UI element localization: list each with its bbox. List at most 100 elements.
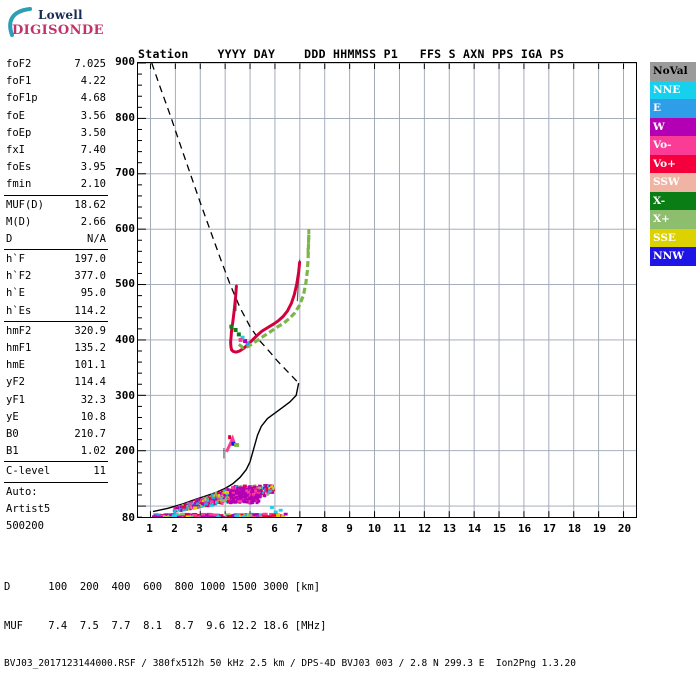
param-row-fxi: fxI 7.40	[4, 142, 108, 159]
ionospheric-parameters-panel: foF2 7.025 foF1 4.22 foF1p 4.68 foE 3.56 foEp 3.5…	[4, 56, 108, 535]
auto-name: Artist5	[6, 502, 51, 515]
param-key: foF1	[6, 75, 32, 88]
footer-muf-row: MUF 7.4 7.5 7.7 8.1 8.7 9.6 12.2 18.6 [M…	[4, 619, 327, 632]
x-tick-4: 4	[221, 522, 228, 535]
param-row-fof1: foF1 4.22	[4, 73, 108, 90]
param-row-b1: B1 1.02	[4, 443, 108, 460]
legend-item-x[interactable]: X+	[650, 210, 696, 229]
legend-item-x[interactable]: X-	[650, 191, 696, 210]
x-tick-3: 3	[196, 522, 203, 535]
param-value: 114.4	[74, 376, 106, 389]
param-row-hmf1: hmF1 135.2	[4, 340, 108, 357]
param-divider	[4, 481, 108, 483]
param-key: foEs	[6, 161, 32, 174]
y-tick-700: 700	[115, 166, 135, 180]
y-tick-800: 800	[115, 110, 135, 124]
x-tick-6: 6	[271, 522, 278, 535]
param-key: hmF2	[6, 324, 32, 337]
logo-arc-icon	[8, 7, 32, 37]
x-tick-10: 10	[367, 522, 382, 535]
param-value: 197.0	[74, 253, 106, 266]
param-row-yf2: yF2 114.4	[4, 374, 108, 391]
param-key: MUF(D)	[6, 198, 44, 211]
x-tick-17: 17	[542, 522, 557, 535]
param-value: 114.2	[74, 304, 106, 317]
y-tick-80: 80	[121, 511, 135, 524]
param-row-foep: foEp 3.50	[4, 125, 108, 142]
y-axis-labels: 80 200 300 400 500 600 700 800 900	[99, 55, 135, 524]
x-tick-8: 8	[321, 522, 328, 535]
param-row-he: h`E 95.0	[4, 285, 108, 302]
param-key: foF1p	[6, 92, 38, 105]
param-key: fmin	[6, 178, 32, 191]
x-tick-11: 11	[392, 522, 407, 535]
param-key: h`F	[6, 253, 25, 266]
logo-brand-bottom: DIGISONDE	[12, 23, 104, 38]
param-row-hf: h`F 197.0	[4, 251, 108, 268]
param-value: 95.0	[80, 287, 106, 300]
param-value: 7.40	[80, 143, 106, 156]
param-value: 4.68	[80, 92, 106, 105]
param-row-hf2: h`F2 377.0	[4, 268, 108, 285]
y-tick-300: 300	[115, 388, 135, 402]
param-key: fxI	[6, 143, 25, 156]
param-key: B0	[6, 427, 19, 440]
plot-data-traces	[151, 63, 311, 518]
x-tick-7: 7	[296, 522, 303, 535]
param-key: yF2	[6, 376, 25, 389]
param-divider	[4, 194, 108, 196]
param-value: 3.56	[80, 109, 106, 122]
param-value: 10.8	[80, 410, 106, 423]
legend-item-sse[interactable]: SSE	[650, 228, 696, 247]
auto-code: 500200	[6, 519, 44, 532]
plot-gridlines	[138, 63, 636, 518]
param-value: 32.3	[80, 393, 106, 406]
param-key: yF1	[6, 393, 25, 406]
legend-item-noval[interactable]: NoVal	[650, 62, 696, 81]
param-row-foes: foEs 3.95	[4, 159, 108, 176]
x-tick-16: 16	[517, 522, 532, 535]
param-value: 3.95	[80, 161, 106, 174]
lowell-digisonde-logo: Lowell DIGISONDE	[6, 6, 126, 44]
param-key: D	[6, 232, 13, 245]
param-value: 1.02	[80, 445, 106, 458]
x-tick-12: 12	[417, 522, 432, 535]
param-key: hmF1	[6, 342, 32, 354]
param-key: h`Es	[6, 304, 32, 317]
legend-item-vo[interactable]: Vo-	[650, 136, 696, 155]
legend-item-w[interactable]: W	[650, 117, 696, 136]
footer-distance-row: D 100 200 400 600 800 1000 1500 3000 [km…	[4, 581, 321, 593]
y-tick-600: 600	[115, 221, 135, 235]
param-row-fof2: foF2 7.025	[4, 56, 108, 73]
param-row-hme: hmE 101.1	[4, 357, 108, 374]
param-row-foe: foE 3.56	[4, 108, 108, 125]
ionogram-plot[interactable]	[137, 62, 637, 518]
param-value: 101.1	[74, 359, 106, 372]
param-row-fmin: fmin 2.10	[4, 176, 108, 193]
param-value: 135.2	[74, 342, 106, 354]
legend-item-e[interactable]: E	[650, 99, 696, 118]
param-key: yE	[6, 410, 19, 423]
param-key: foF2	[6, 58, 32, 70]
param-row-fof1p: foF1p 4.68	[4, 90, 108, 107]
footer-info: D 100 200 400 600 800 1000 1500 3000 [km…	[4, 556, 576, 684]
auto-label: Auto:	[6, 485, 38, 498]
param-value: 7.025	[74, 58, 106, 70]
legend-item-nne[interactable]: NNE	[650, 80, 696, 99]
param-row-md: M(D) 2.66	[4, 214, 108, 231]
y-tick-900: 900	[115, 55, 135, 68]
legend-item-ssw[interactable]: SSW	[650, 173, 696, 192]
legend-item-nnw[interactable]: NNW	[650, 247, 696, 266]
param-value: 2.66	[80, 215, 106, 228]
x-tick-15: 15	[492, 522, 507, 535]
param-divider	[4, 461, 108, 463]
legend-item-vo[interactable]: Vo+	[650, 154, 696, 173]
x-tick-19: 19	[592, 522, 607, 535]
footer-file-row: BVJ03_2017123144000.RSF / 380fx512h 50 k…	[4, 658, 576, 669]
x-tick-20: 20	[617, 522, 632, 535]
y-tick-500: 500	[115, 277, 135, 291]
station-header-columns: Station YYYY DAY DDD HHMMSS P1 FFS S AXN…	[138, 47, 565, 61]
param-value: 210.7	[74, 427, 106, 440]
param-row-clevel: C-level 11	[4, 463, 108, 480]
param-key: foEp	[6, 126, 32, 139]
